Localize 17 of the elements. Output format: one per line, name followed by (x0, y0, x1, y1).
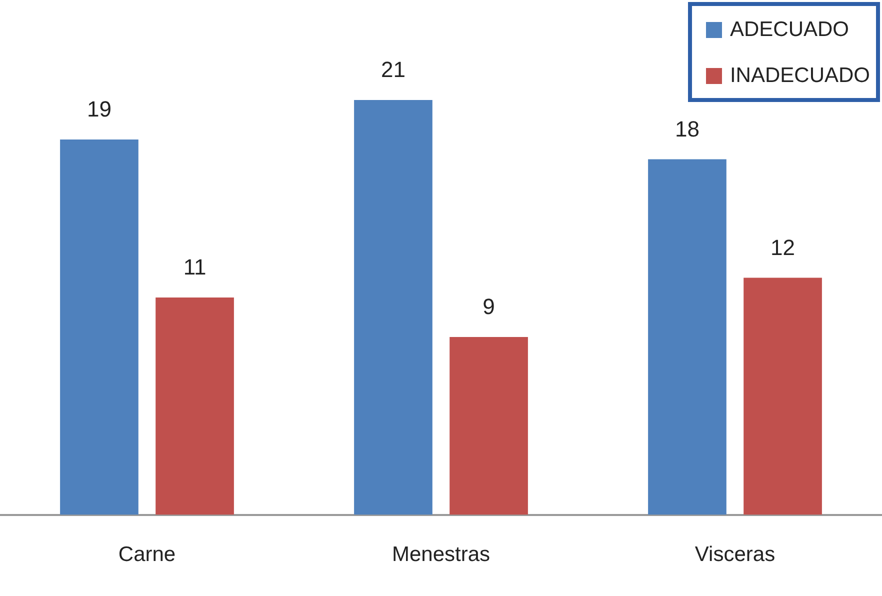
bar (744, 278, 822, 515)
x-tick-label: Visceras (694, 543, 776, 566)
x-tick-label: Menestras (392, 543, 490, 566)
bar (156, 298, 234, 515)
data-label: 18 (674, 116, 700, 142)
bar (354, 100, 432, 515)
x-tick-label: Carne (118, 543, 176, 566)
bar (60, 140, 138, 515)
data-label: 12 (770, 234, 796, 260)
data-label: 9 (482, 294, 495, 320)
legend-label: ADECUADO (730, 18, 849, 42)
data-label: 11 (183, 254, 206, 280)
bar (450, 337, 528, 515)
legend-label: INADECUADO (730, 64, 870, 88)
bar (648, 159, 726, 515)
data-label: 21 (380, 57, 406, 82)
data-label: 19 (86, 96, 112, 122)
